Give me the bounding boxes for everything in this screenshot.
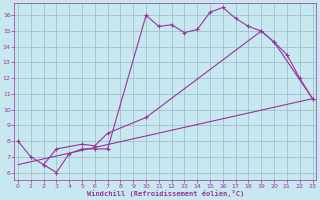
X-axis label: Windchill (Refroidissement éolien,°C): Windchill (Refroidissement éolien,°C) (87, 190, 244, 197)
